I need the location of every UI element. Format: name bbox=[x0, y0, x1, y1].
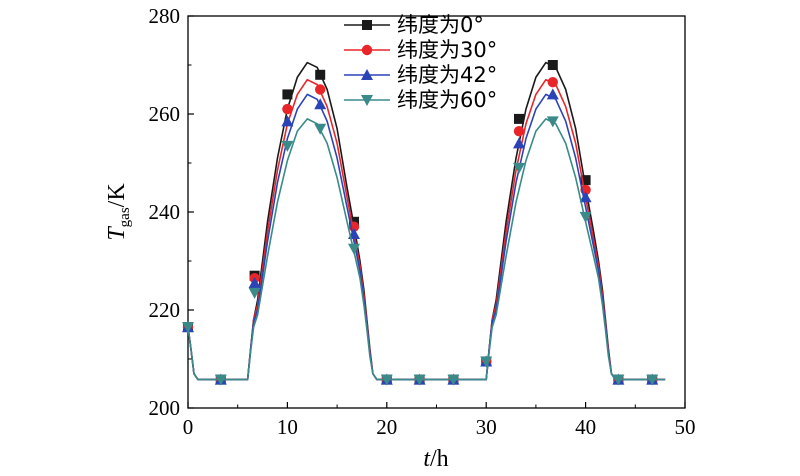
data-point bbox=[546, 88, 559, 100]
series-1 bbox=[182, 76, 666, 385]
data-point bbox=[347, 243, 360, 255]
data-point bbox=[612, 374, 625, 386]
axis-layer: 0 10 20 30 40 50 200 220 240 260 280 bbox=[149, 4, 696, 439]
legend-entry: 纬度为30° bbox=[344, 38, 497, 62]
x-axis-unit: /h bbox=[430, 446, 449, 472]
x-tick-label: 40 bbox=[575, 415, 596, 439]
y-axis-subscript: gas bbox=[117, 207, 133, 227]
data-point bbox=[380, 374, 393, 386]
legend: 纬度为0°纬度为30°纬度为42°纬度为60° bbox=[344, 13, 497, 112]
data-point bbox=[282, 89, 293, 100]
legend-label: 纬度为60° bbox=[397, 88, 497, 112]
data-point bbox=[281, 115, 294, 127]
x-tick-label: 10 bbox=[277, 415, 298, 439]
data-point bbox=[547, 76, 558, 88]
y-tick-label: 280 bbox=[149, 4, 181, 28]
y-tick-label: 200 bbox=[149, 396, 181, 420]
data-point bbox=[546, 116, 559, 128]
x-axis-title: t/h bbox=[423, 446, 448, 472]
series-line bbox=[187, 118, 666, 381]
legend-entry: 纬度为42° bbox=[344, 63, 497, 87]
x-tick-label: 50 bbox=[675, 415, 696, 439]
data-point bbox=[513, 162, 526, 174]
y-tick-label: 240 bbox=[149, 200, 181, 224]
data-point bbox=[513, 137, 526, 149]
y-axis-title: Tgas/K bbox=[104, 183, 133, 241]
y-axis-variable: T bbox=[104, 226, 130, 241]
data-point bbox=[480, 356, 493, 368]
data-point bbox=[315, 84, 326, 95]
data-point bbox=[314, 123, 327, 135]
legend-marker bbox=[361, 69, 373, 80]
y-axis-unit: /K bbox=[104, 183, 130, 208]
legend-label: 纬度为42° bbox=[397, 63, 497, 87]
data-point bbox=[413, 374, 426, 386]
data-point bbox=[281, 140, 294, 152]
data-point bbox=[447, 374, 460, 386]
data-point bbox=[579, 211, 592, 223]
x-tick-label: 20 bbox=[376, 415, 397, 439]
x-tick-label: 0 bbox=[183, 415, 194, 439]
data-point bbox=[248, 287, 261, 299]
x-axis-variable: t bbox=[423, 446, 431, 472]
legend-entry: 纬度为0° bbox=[344, 13, 484, 37]
data-point bbox=[182, 322, 194, 334]
data-point bbox=[314, 98, 327, 110]
x-tick-label: 30 bbox=[476, 415, 497, 439]
data-point bbox=[282, 103, 293, 115]
data-point bbox=[646, 374, 659, 386]
data-point bbox=[248, 277, 261, 289]
data-point bbox=[547, 60, 558, 70]
data-point bbox=[579, 191, 592, 203]
series-layer bbox=[182, 60, 666, 386]
data-point bbox=[580, 175, 591, 186]
legend-marker bbox=[361, 44, 373, 56]
legend-marker bbox=[362, 20, 372, 30]
data-point bbox=[514, 113, 525, 124]
y-tick-label: 260 bbox=[149, 102, 181, 126]
legend-label: 纬度为0° bbox=[397, 13, 484, 37]
legend-label: 纬度为30° bbox=[397, 38, 497, 62]
data-point bbox=[315, 69, 326, 80]
data-point bbox=[214, 374, 227, 386]
data-point bbox=[513, 125, 525, 137]
legend-marker bbox=[361, 95, 373, 106]
legend-entry: 纬度为60° bbox=[344, 88, 497, 112]
y-tick-label: 220 bbox=[149, 298, 181, 322]
series-3 bbox=[182, 116, 666, 386]
